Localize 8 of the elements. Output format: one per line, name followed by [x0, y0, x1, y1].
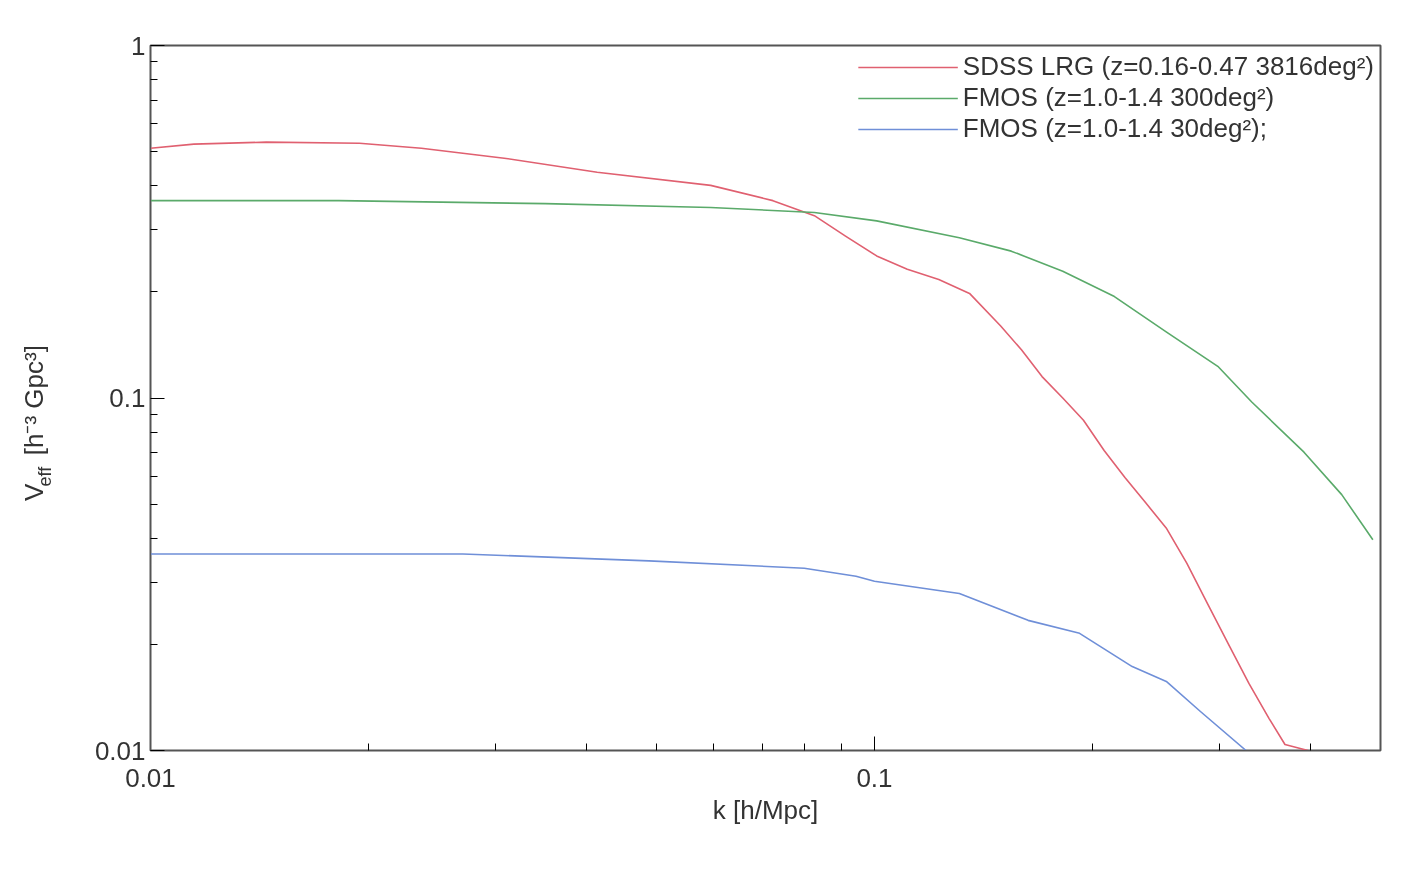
- legend-label: FMOS (z=1.0-1.4 300deg²): [962, 82, 1275, 113]
- legend-label: FMOS (z=1.0-1.4 30deg²);: [962, 113, 1267, 144]
- y-tick-label: 0.01: [94, 735, 146, 766]
- y-axis-title: Veff [h⁻³ Gpc³]: [18, 345, 55, 501]
- y-tick-label: 0.1: [109, 383, 146, 413]
- y-tick-label: 1: [131, 30, 146, 61]
- x-axis-title: k [h/Mpc]: [712, 794, 819, 825]
- legend-label: SDSS LRG (z=0.16-0.47 3816deg²): [962, 51, 1374, 82]
